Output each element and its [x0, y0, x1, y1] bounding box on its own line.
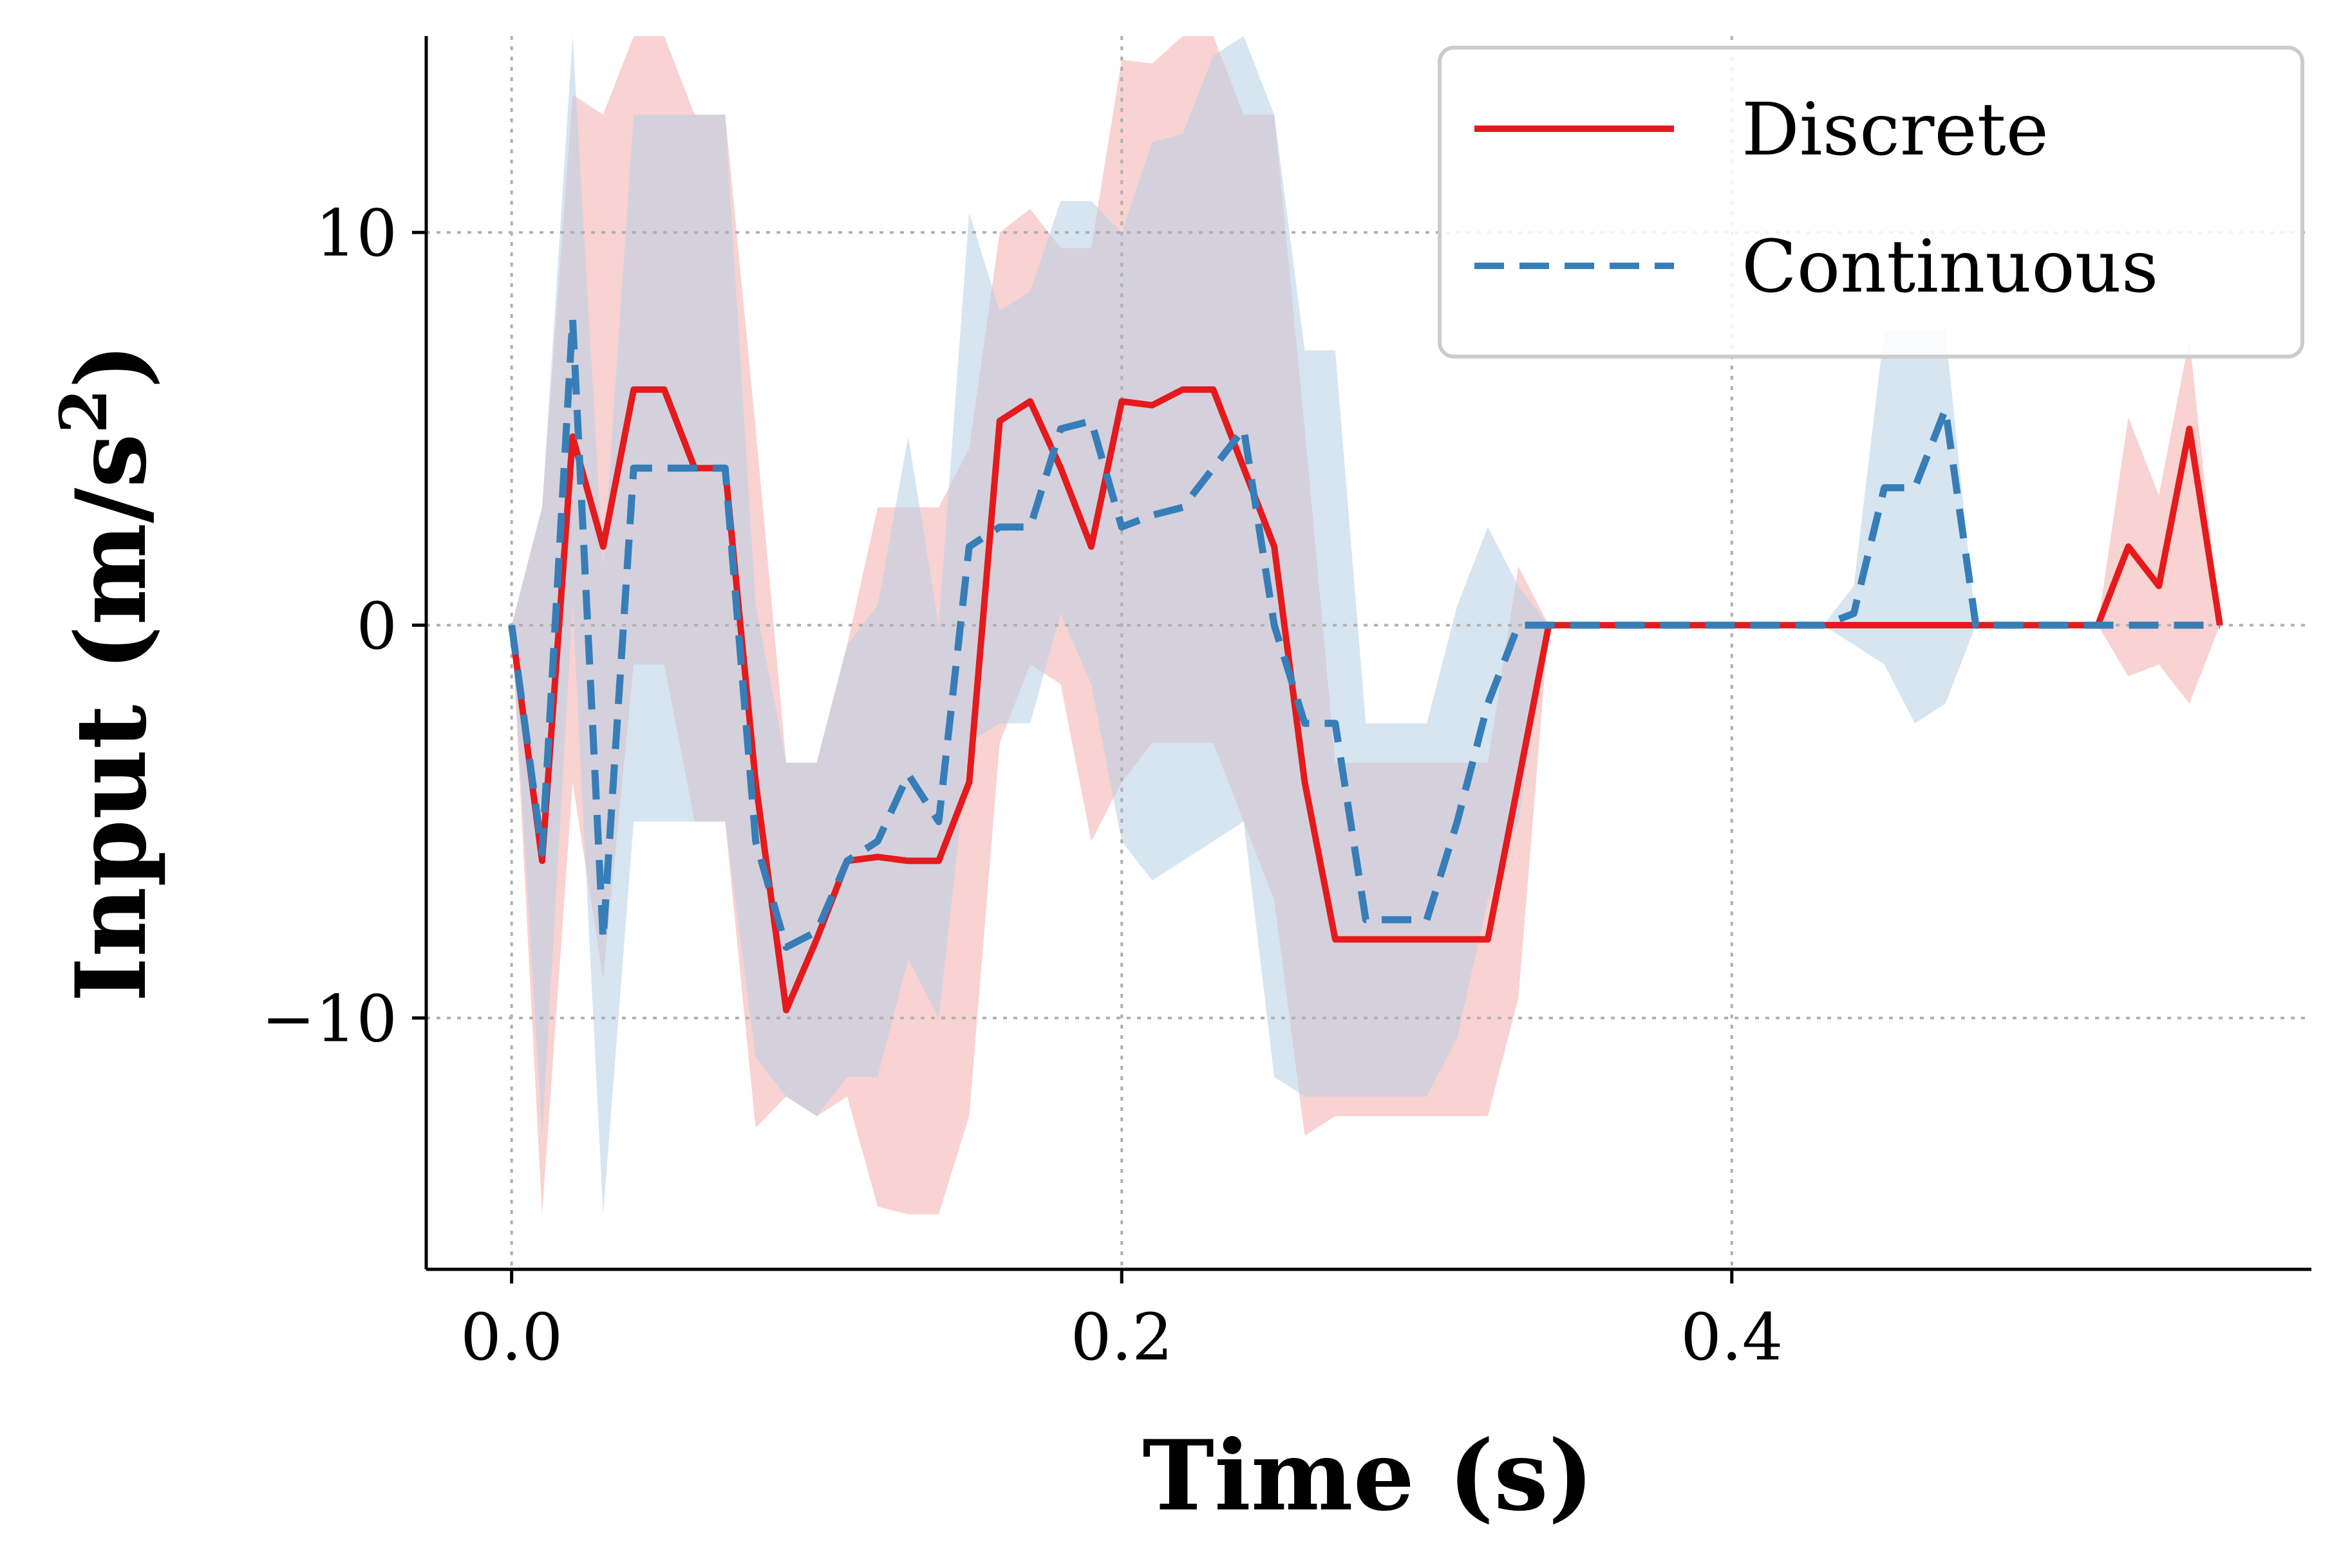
- x-tick-label-0.2: 0.2: [1071, 1300, 1173, 1375]
- y-tick-label-0: 0: [356, 588, 397, 664]
- tick-labels: 0.0 0.2 0.4 −10 0 10: [261, 196, 1783, 1375]
- series-lines: [508, 315, 2223, 1014]
- y-axis-label-main: Input (m/s: [55, 433, 168, 1002]
- confidence-bands: [511, 36, 2220, 1215]
- series-line-continuous: [508, 315, 2220, 951]
- legend-label-discrete: Discrete: [1742, 88, 2049, 172]
- y-axis-label-superscript: 2: [46, 389, 122, 434]
- y-axis-label-close: ): [55, 343, 168, 389]
- legend: Discrete Continuous: [1438, 46, 2304, 359]
- y-tick-label-10: 10: [315, 196, 397, 271]
- axes: [412, 36, 2311, 1283]
- y-axis-label: Input (m/s2): [46, 343, 168, 1002]
- x-tick-label-0.0: 0.0: [460, 1300, 563, 1375]
- band-continuous: [511, 36, 2220, 1215]
- y-tick-label-−10: −10: [261, 981, 397, 1056]
- x-axis-label: Time (s): [1142, 1419, 1594, 1533]
- legend-label-continuous: Continuous: [1742, 225, 2158, 309]
- legend-box: [1438, 46, 2304, 359]
- x-tick-label-0.4: 0.4: [1680, 1300, 1783, 1375]
